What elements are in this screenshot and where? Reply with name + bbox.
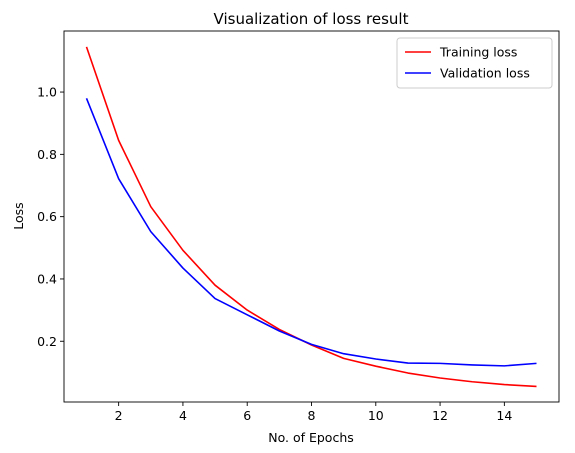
x-axis-label: No. of Epochs [268,430,354,445]
x-tick-label: 2 [115,408,123,423]
y-tick-label: 1.0 [37,85,57,100]
x-tick-label: 14 [496,408,512,423]
x-tick-label: 12 [432,408,448,423]
x-tick-label: 8 [308,408,316,423]
x-axis-ticks: 2 4 6 8 10 12 14 [115,402,512,423]
y-tick-label: 0.6 [37,209,57,224]
x-tick-label: 10 [368,408,384,423]
y-tick-label: 0.4 [37,271,57,286]
legend-label: Training loss [439,45,517,60]
plot-area [85,46,537,388]
y-tick-label: 0.2 [37,334,57,349]
legend-label: Validation loss [440,66,530,81]
y-tick-label: 0.8 [37,147,57,162]
legend-box [396,37,553,89]
chart-title: Visualization of loss result [214,10,409,28]
x-tick-label: 6 [243,408,251,423]
y-axis-label: Loss [11,202,26,229]
series-line-validation-loss [85,97,537,367]
y-axis-ticks: 0.2 0.4 0.6 0.8 1.0 [37,85,64,349]
legend: Training loss Validation loss [396,37,553,89]
x-tick-label: 4 [179,408,187,423]
